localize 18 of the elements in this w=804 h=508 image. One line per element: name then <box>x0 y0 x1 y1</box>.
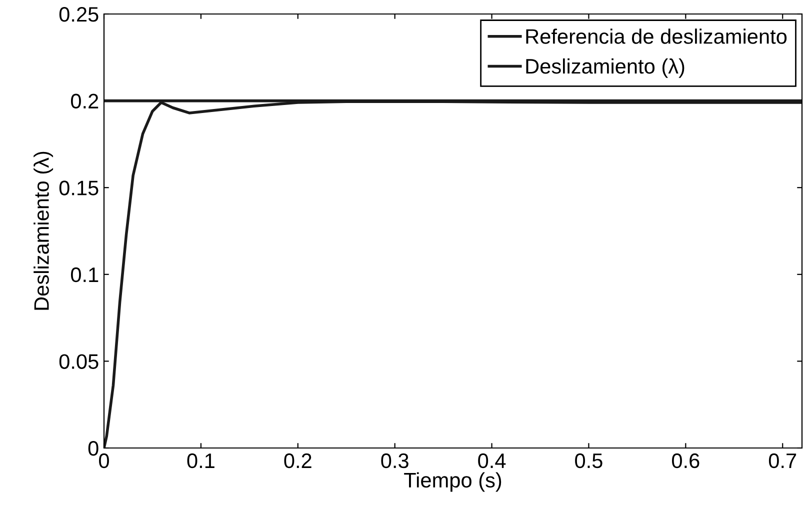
legend-label: Deslizamiento (λ) <box>526 58 684 78</box>
x-tick-label: 0.4 <box>478 453 506 468</box>
x-tick-label: 0.5 <box>575 453 602 468</box>
y-tick-label: 0.05 <box>59 354 98 369</box>
x-tick-label: 0.3 <box>381 453 408 468</box>
x-tick-label: 0.1 <box>187 453 214 468</box>
x-tick-label: 0.2 <box>284 453 312 468</box>
legend-label: Referencia de deslizamiento <box>526 28 787 44</box>
x-axis-title: Tiempo (s) <box>404 472 502 492</box>
y-tick-label: 0.2 <box>70 94 98 109</box>
x-tick-label: 0.6 <box>672 453 700 468</box>
x-tick-label: 0 <box>99 453 109 468</box>
y-tick-label: 0.1 <box>70 267 98 282</box>
y-tick-label: 0 <box>88 441 98 456</box>
x-tick-label: 0.7 <box>768 453 796 468</box>
y-tick-label: 0.15 <box>59 180 98 196</box>
y-tick-label: 0.25 <box>59 7 98 22</box>
y-axis-title: Deslizamiento (λ) <box>34 152 54 310</box>
